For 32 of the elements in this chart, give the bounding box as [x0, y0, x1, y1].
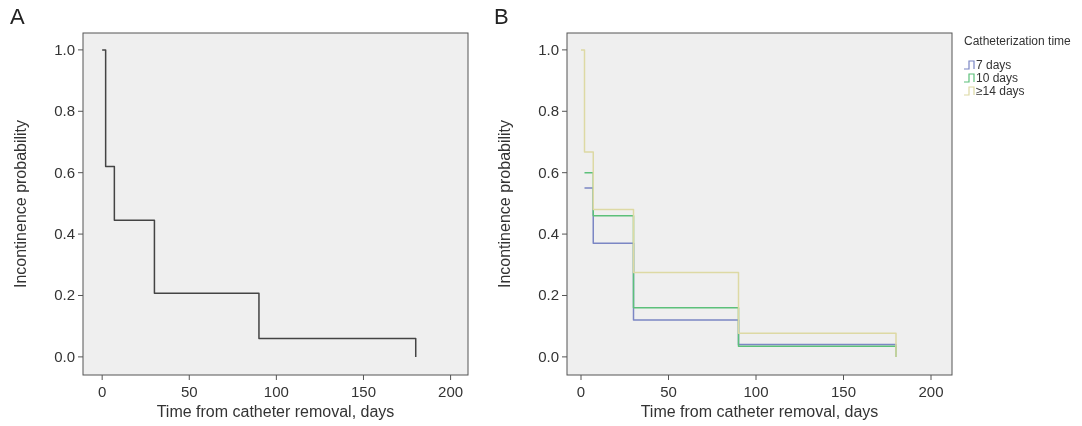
- x-axis-title: Time from catheter removal, days: [156, 403, 395, 420]
- x-tick-label: 100: [743, 383, 769, 400]
- x-tick-label: 150: [350, 383, 376, 400]
- x-axis-title: Time from catheter removal, days: [640, 403, 879, 420]
- y-tick-label: 0.2: [54, 286, 75, 304]
- y-tick-label: 0.6: [538, 163, 559, 181]
- y-tick-label: 0.2: [538, 286, 559, 304]
- x-tick-label: 0: [576, 383, 586, 400]
- y-tick-label: 0.8: [538, 102, 559, 120]
- chart-title: A: [10, 4, 25, 29]
- y-tick-label: 1.0: [54, 40, 75, 58]
- x-tick-label: 150: [830, 383, 857, 400]
- y-tick-label: 1.0: [538, 40, 559, 58]
- y-tick-label: 0.6: [54, 163, 75, 181]
- legend-label: 7 days: [976, 58, 1012, 72]
- x-tick-label: 0: [97, 383, 107, 400]
- y-axis-title: Incontinence probability: [496, 119, 513, 289]
- y-tick-label: 0.0: [54, 347, 75, 365]
- x-tick-label: 100: [263, 383, 289, 400]
- y-tick-label: 0.8: [54, 102, 75, 120]
- y-tick-label: 0.4: [54, 225, 75, 243]
- x-tick-label: 50: [660, 383, 677, 400]
- x-tick-label: 200: [918, 383, 944, 400]
- x-tick-label: 50: [180, 383, 198, 400]
- y-tick-label: 0.4: [538, 225, 559, 243]
- x-tick-label: 200: [438, 383, 464, 400]
- y-tick-label: 0.0: [538, 347, 559, 365]
- legend-label: 10 days: [976, 71, 1019, 85]
- legend-label: ≥14 days: [976, 84, 1025, 98]
- chart-title: B: [494, 4, 509, 29]
- legend-title: Catheterization time: [964, 34, 1072, 48]
- y-axis-title: Incontinence probability: [12, 119, 29, 289]
